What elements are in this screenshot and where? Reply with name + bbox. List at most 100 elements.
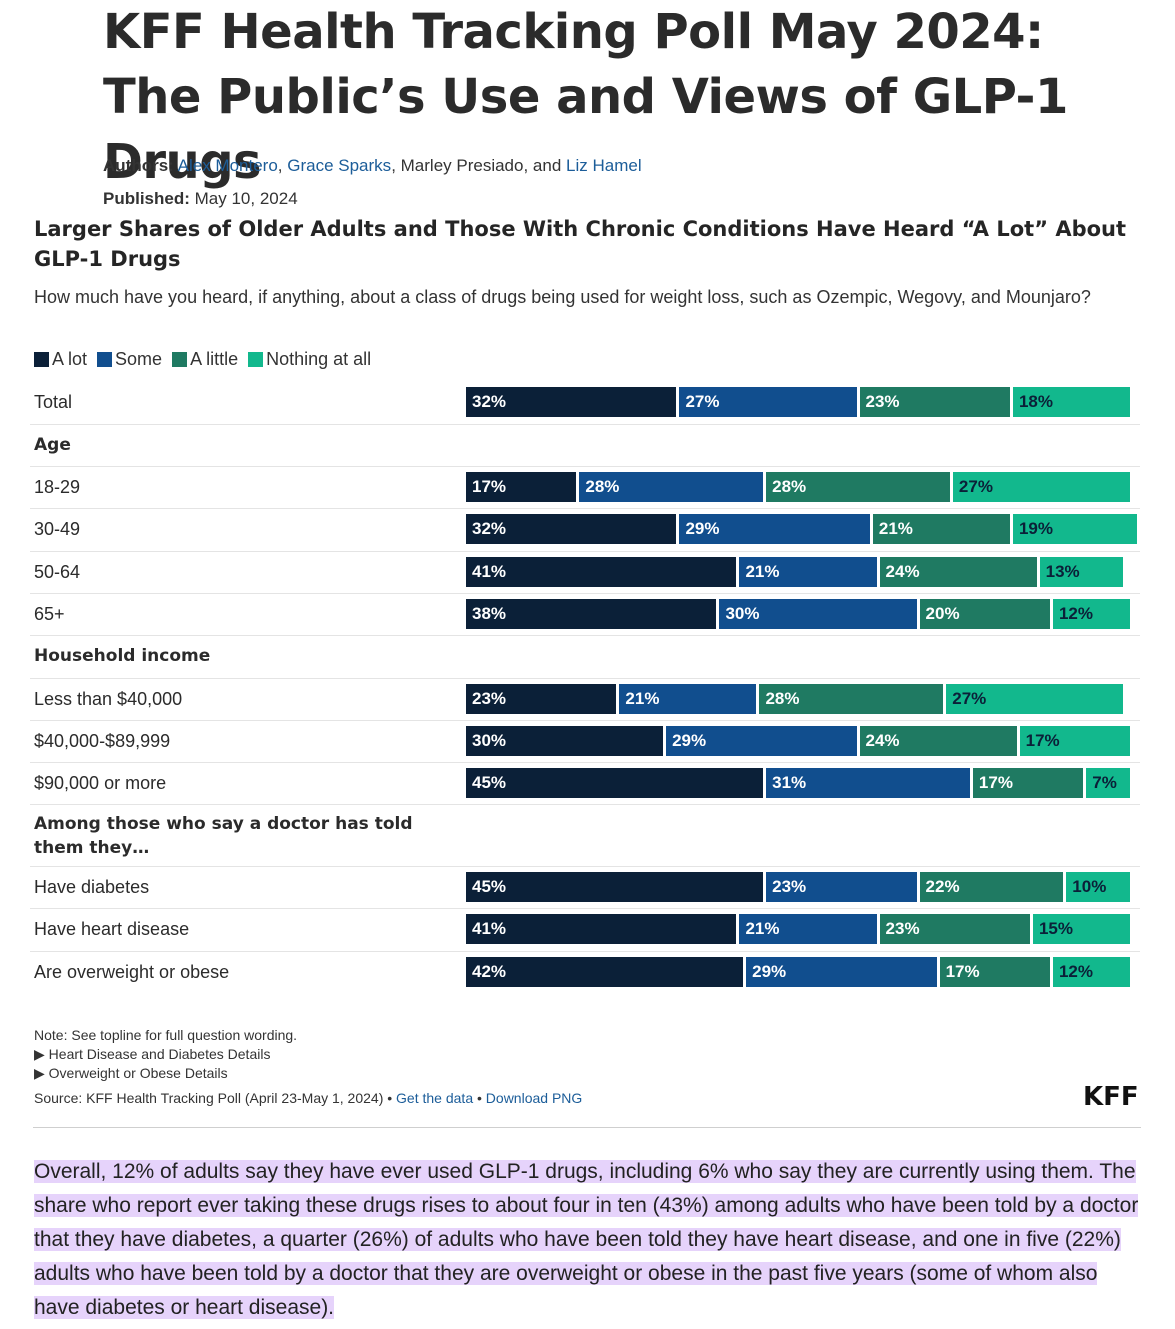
bar-segment-a-little[interactable] <box>872 514 1010 544</box>
bar-segment-a-lot[interactable] <box>466 387 677 417</box>
bar-value-label: 21% <box>745 919 780 938</box>
row-divider <box>30 951 1140 952</box>
bar-segment-nothing-at-all[interactable] <box>1019 726 1130 756</box>
bar-segment-a-little[interactable] <box>972 768 1084 798</box>
details-toggle-overweight[interactable]: ▶ Overweight or Obese Details <box>34 1065 228 1082</box>
row-label: $90,000 or more <box>34 773 167 793</box>
legend-item-some[interactable]: Some <box>97 349 162 370</box>
separator: • <box>477 1090 482 1106</box>
row-label: 50-64 <box>34 562 81 582</box>
author-link[interactable]: Alex Montero <box>177 156 278 175</box>
row-divider <box>30 593 1140 594</box>
bar-value-label: 28% <box>765 689 800 708</box>
bar-segment-a-little[interactable] <box>919 599 1050 629</box>
bar-value-label: 42% <box>472 962 507 981</box>
bar-segment-nothing-at-all[interactable] <box>1039 557 1124 587</box>
row-divider <box>30 424 1140 425</box>
bar-value-label: 12% <box>1058 604 1093 623</box>
published-line: Published: May 10, 2024 <box>103 189 298 209</box>
bar-value-label: 23% <box>885 919 920 938</box>
bar-segment-a-lot[interactable] <box>466 599 717 629</box>
article-title: KFF Health Tracking Poll May 2024: The P… <box>103 4 1068 190</box>
bar-segment-some[interactable] <box>679 514 870 544</box>
bar-segment-some[interactable] <box>739 557 877 587</box>
bar-segment-a-little[interactable] <box>939 957 1050 987</box>
group-label: Age <box>34 435 71 455</box>
bar-value-label: 24% <box>885 562 920 581</box>
row-divider <box>30 508 1140 509</box>
get-data-link[interactable]: Get the data <box>396 1090 474 1106</box>
legend-swatch <box>34 352 49 367</box>
bar-segment-some[interactable] <box>579 472 764 502</box>
bar-segment-a-lot[interactable] <box>466 872 764 902</box>
bar-segment-nothing-at-all[interactable] <box>1052 599 1130 629</box>
bar-value-label: 17% <box>978 773 1013 792</box>
bar-value-label: 24% <box>865 731 900 750</box>
bar-value-label: 45% <box>472 773 507 792</box>
legend-item-nothing-at-all[interactable]: Nothing at all <box>248 349 371 370</box>
bar-value-label: 23% <box>865 392 900 411</box>
row-label: Have diabetes <box>34 877 150 897</box>
row-label: $40,000-$89,999 <box>34 731 171 751</box>
bar-value-label: 18% <box>1018 392 1053 411</box>
bar-segment-a-lot[interactable] <box>466 726 664 756</box>
legend-swatch <box>97 352 113 367</box>
details-toggle-heart-diabetes[interactable]: ▶ Heart Disease and Diabetes Details <box>34 1046 270 1063</box>
bar-segment-some[interactable] <box>766 872 917 902</box>
bar-value-label: 32% <box>472 519 507 538</box>
row-divider <box>30 720 1140 721</box>
group-label: Among those who say a doctor has told th… <box>34 814 413 858</box>
bar-segment-a-lot[interactable] <box>466 557 737 587</box>
kff-logo: KFF <box>1083 1082 1139 1112</box>
author-link[interactable]: Liz Hamel <box>566 156 642 175</box>
bar-segment-nothing-at-all[interactable] <box>1032 914 1130 944</box>
legend-item-a-little[interactable]: A little <box>172 349 238 370</box>
bar-value-label: 22% <box>925 877 960 896</box>
bar-segment-nothing-at-all[interactable] <box>1066 872 1130 902</box>
bar-value-label: 29% <box>752 962 787 981</box>
bar-segment-some[interactable] <box>619 684 757 714</box>
bar-value-label: 28% <box>585 477 620 496</box>
bar-segment-a-little[interactable] <box>859 726 1017 756</box>
bar-segment-a-little[interactable] <box>919 872 1064 902</box>
bar-segment-nothing-at-all[interactable] <box>946 684 1124 714</box>
bar-segment-some[interactable] <box>679 387 857 417</box>
bar-segment-nothing-at-all[interactable] <box>952 472 1130 502</box>
bar-segment-nothing-at-all[interactable] <box>1086 768 1130 798</box>
row-divider <box>30 551 1140 552</box>
row-label: Have heart disease <box>34 919 190 939</box>
bar-value-label: 27% <box>952 689 987 708</box>
bar-segment-some[interactable] <box>746 957 937 987</box>
bar-value-label: 30% <box>725 604 760 623</box>
bar-segment-a-lot[interactable] <box>466 472 577 502</box>
bar-segment-a-little[interactable] <box>879 557 1037 587</box>
bar-segment-nothing-at-all[interactable] <box>1052 957 1130 987</box>
bar-segment-a-little[interactable] <box>859 387 1010 417</box>
row-divider <box>30 804 1140 805</box>
bar-segment-a-little[interactable] <box>879 914 1030 944</box>
legend-item-a-lot[interactable]: A lot <box>34 349 87 370</box>
bar-segment-some[interactable] <box>739 914 877 944</box>
row-divider <box>30 635 1140 636</box>
bar-segment-nothing-at-all[interactable] <box>1012 514 1137 544</box>
bar-segment-some[interactable] <box>666 726 857 756</box>
bar-segment-some[interactable] <box>719 599 917 629</box>
bar-segment-a-lot[interactable] <box>466 514 677 544</box>
bar-value-label: 32% <box>472 392 507 411</box>
published-date: May 10, 2024 <box>194 189 298 208</box>
bar-value-label: 29% <box>685 519 720 538</box>
bar-segment-a-lot[interactable] <box>466 684 617 714</box>
row-label: 30-49 <box>34 519 81 539</box>
bar-segment-a-lot[interactable] <box>466 957 744 987</box>
bar-segment-nothing-at-all[interactable] <box>1012 387 1130 417</box>
bar-segment-some[interactable] <box>766 768 970 798</box>
bar-segment-a-lot[interactable] <box>466 914 737 944</box>
bar-value-label: 17% <box>1025 731 1060 750</box>
author-link[interactable]: Grace Sparks <box>287 156 392 175</box>
bar-segment-a-little[interactable] <box>759 684 944 714</box>
bar-value-label: 21% <box>878 519 913 538</box>
download-png-link[interactable]: Download PNG <box>485 1090 583 1106</box>
bar-segment-a-little[interactable] <box>766 472 950 502</box>
bar-value-label: 28% <box>772 477 807 496</box>
bar-segment-a-lot[interactable] <box>466 768 764 798</box>
